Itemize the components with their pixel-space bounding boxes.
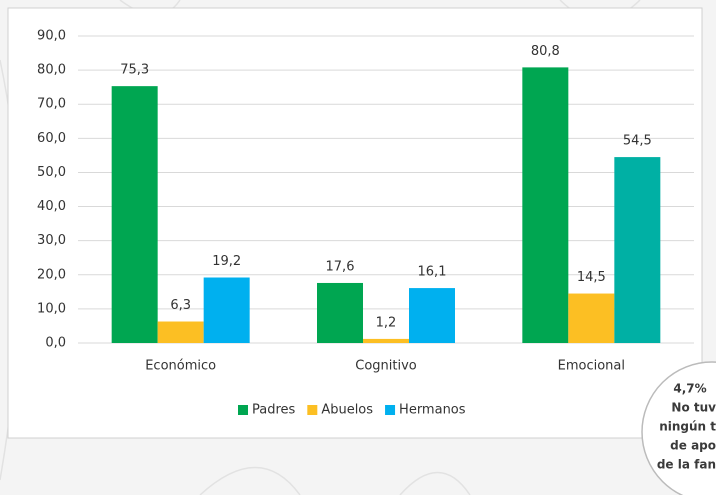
y-tick-label: 50,0 bbox=[37, 165, 66, 180]
y-tick-label: 30,0 bbox=[37, 233, 66, 248]
note-text: 4,7% bbox=[673, 382, 706, 396]
note-circle bbox=[641, 361, 716, 495]
y-tick-label: 70,0 bbox=[37, 97, 66, 112]
x-tick-label: Cognitivo bbox=[355, 359, 417, 374]
note-text: de apo bbox=[670, 439, 716, 453]
y-tick-label: 40,0 bbox=[37, 199, 66, 214]
x-tick-label: Emocional bbox=[558, 359, 625, 374]
y-tick-label: 60,0 bbox=[37, 131, 66, 146]
y-tick-label: 80,0 bbox=[37, 63, 66, 78]
x-tick-label: Económico bbox=[145, 359, 216, 374]
bar bbox=[203, 277, 250, 343]
note-text: ningún t bbox=[659, 420, 716, 434]
bar bbox=[522, 67, 569, 343]
data-label: 17,6 bbox=[326, 259, 355, 274]
data-label: 54,5 bbox=[623, 134, 652, 149]
bar bbox=[111, 86, 158, 343]
legend-swatch bbox=[238, 405, 248, 415]
bar bbox=[614, 157, 661, 343]
data-label: 19,2 bbox=[212, 254, 241, 269]
data-label: 75,3 bbox=[120, 63, 149, 78]
data-label: 16,1 bbox=[418, 265, 447, 280]
bar bbox=[568, 293, 615, 343]
data-label: 1,2 bbox=[376, 315, 397, 330]
data-label: 6,3 bbox=[170, 298, 191, 313]
y-tick-label: 20,0 bbox=[37, 267, 66, 282]
data-label: 80,8 bbox=[531, 44, 560, 59]
y-tick-label: 90,0 bbox=[37, 29, 66, 44]
note-text: de la fan bbox=[657, 458, 716, 472]
legend-label: Padres bbox=[252, 403, 296, 418]
bar bbox=[157, 321, 204, 343]
note-text: No tuv bbox=[671, 401, 716, 415]
y-tick-label: 10,0 bbox=[37, 301, 66, 316]
y-tick-label: 0,0 bbox=[45, 336, 66, 351]
data-label: 14,5 bbox=[577, 270, 606, 285]
legend-label: Abuelos bbox=[321, 403, 373, 418]
legend-swatch bbox=[385, 405, 396, 415]
legend-label: Hermanos bbox=[399, 403, 466, 418]
bar bbox=[317, 282, 363, 343]
bar bbox=[409, 288, 455, 343]
bar bbox=[363, 338, 409, 343]
legend-swatch bbox=[307, 405, 318, 415]
